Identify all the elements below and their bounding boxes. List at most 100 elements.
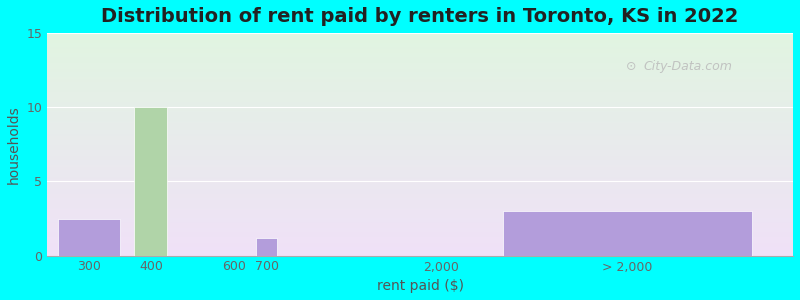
Bar: [47, 80, 793, 81]
Bar: [47, 142, 793, 143]
Bar: [47, 46, 793, 47]
Bar: [47, 77, 793, 78]
Bar: [47, 220, 793, 221]
Bar: [47, 69, 793, 70]
Bar: [47, 47, 793, 48]
Bar: [47, 240, 793, 241]
Bar: [47, 254, 793, 255]
Bar: [47, 63, 793, 64]
Bar: [47, 242, 793, 243]
Bar: [47, 221, 793, 222]
Bar: [47, 35, 793, 36]
Bar: [47, 203, 793, 204]
Bar: [47, 132, 793, 133]
Bar: [47, 255, 793, 256]
Bar: [47, 148, 793, 149]
Bar: [47, 65, 793, 66]
Bar: [47, 198, 793, 199]
Bar: [47, 125, 793, 126]
Bar: [47, 201, 793, 202]
Bar: [47, 230, 793, 231]
Bar: [47, 234, 793, 235]
Bar: [47, 238, 793, 239]
Bar: [47, 130, 793, 131]
Bar: [47, 228, 793, 229]
Bar: [47, 38, 793, 39]
Bar: [47, 68, 793, 69]
Bar: [47, 154, 793, 155]
Bar: [47, 57, 793, 58]
Bar: [47, 82, 793, 83]
Bar: [47, 55, 793, 56]
Bar: [47, 202, 793, 203]
Bar: [47, 100, 793, 101]
Bar: [47, 116, 793, 117]
Bar: [47, 195, 793, 196]
Bar: [47, 146, 793, 147]
Bar: [47, 209, 793, 210]
Bar: [47, 169, 793, 170]
Bar: [47, 33, 793, 34]
Bar: [47, 156, 793, 157]
Bar: [47, 138, 793, 139]
Bar: [47, 207, 793, 208]
Bar: [47, 150, 793, 151]
Bar: [47, 222, 793, 223]
Bar: [47, 97, 793, 98]
Bar: [47, 169, 793, 170]
Bar: [47, 149, 793, 150]
Bar: [47, 114, 793, 115]
Bar: [47, 51, 793, 52]
Bar: [47, 194, 793, 195]
Bar: [47, 187, 793, 188]
Bar: [47, 34, 793, 35]
Bar: [47, 217, 793, 218]
Bar: [47, 245, 793, 246]
Bar: [47, 151, 793, 152]
Bar: [503, 211, 752, 256]
Bar: [47, 54, 793, 55]
Bar: [47, 249, 793, 250]
Bar: [47, 147, 793, 148]
Bar: [47, 131, 793, 132]
Bar: [47, 84, 793, 85]
Bar: [47, 40, 793, 41]
Bar: [47, 183, 793, 184]
Bar: [47, 96, 793, 97]
Bar: [47, 229, 793, 230]
Bar: [47, 223, 793, 224]
Bar: [47, 123, 793, 124]
Bar: [47, 152, 793, 153]
Bar: [47, 44, 793, 45]
Bar: [47, 60, 793, 61]
Bar: [47, 199, 793, 200]
Bar: [47, 180, 793, 181]
Bar: [47, 196, 793, 197]
Bar: [47, 118, 793, 119]
Bar: [47, 124, 793, 125]
Bar: [47, 72, 793, 73]
Bar: [47, 253, 793, 254]
Bar: [47, 243, 793, 244]
Bar: [47, 42, 793, 43]
Bar: [257, 238, 277, 256]
Bar: [47, 239, 793, 240]
Bar: [47, 212, 793, 213]
Bar: [47, 205, 793, 206]
Bar: [47, 126, 793, 127]
Bar: [47, 59, 793, 60]
Bar: [47, 117, 793, 118]
Bar: [47, 36, 793, 37]
Bar: [47, 215, 793, 216]
Bar: [47, 135, 793, 136]
Bar: [47, 235, 793, 236]
Bar: [47, 250, 793, 251]
Bar: [47, 161, 793, 162]
Bar: [47, 95, 793, 96]
Bar: [47, 163, 793, 164]
Bar: [47, 140, 793, 141]
Bar: [47, 120, 793, 121]
Bar: [47, 56, 793, 57]
Bar: [47, 174, 793, 175]
Bar: [47, 105, 793, 106]
